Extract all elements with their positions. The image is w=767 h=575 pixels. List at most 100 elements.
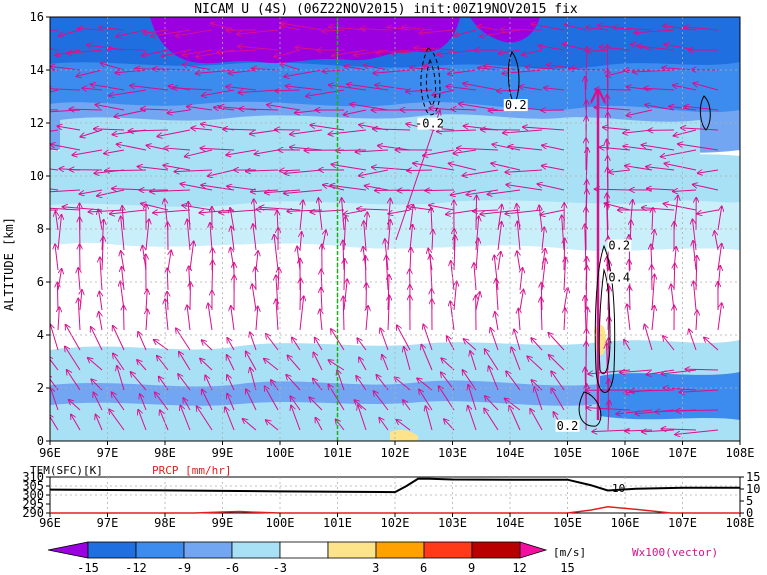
wind-vector: [609, 170, 631, 172]
legend-prcp: PRCP [mm/hr]: [152, 464, 231, 477]
colorbar-segment: [47, 541, 89, 559]
wind-vector: [354, 49, 389, 55]
wind-vector: [359, 169, 389, 176]
wind-vector: [717, 206, 722, 231]
contour-label: -0.2: [415, 117, 444, 131]
wind-vector: [259, 207, 301, 210]
wind-vector: [468, 405, 477, 431]
wind-vector: [227, 355, 235, 371]
wind-vector: [378, 146, 411, 151]
wind-vector: [266, 334, 279, 351]
wind-vector: [184, 149, 213, 157]
wind-vector: [386, 255, 388, 291]
wind-vector: [77, 29, 103, 30]
wind-vector: [50, 29, 59, 31]
wind-vector: [585, 296, 586, 331]
wind-vector: [107, 49, 147, 50]
wind-vector: [113, 326, 125, 351]
wind-vector: [564, 257, 566, 291]
wind-vector: [407, 206, 433, 211]
wind-vector: [586, 265, 587, 311]
wind-vector: [485, 396, 499, 411]
wind-vector: [673, 190, 697, 191]
wind-vector: [78, 298, 80, 331]
wind-vector: [663, 204, 697, 211]
surface-left-tick-label: 310: [22, 470, 44, 484]
wind-vector: [344, 66, 367, 71]
contour-label: 0.4: [608, 270, 630, 284]
wind-vector: [563, 288, 568, 311]
colorbar-tick-label: 9: [468, 561, 475, 575]
surface-x-tick-label: 101E: [323, 516, 352, 530]
wind-vector: [497, 222, 502, 251]
wind-vector: [300, 278, 301, 311]
x-tick-label: 98E: [154, 446, 176, 460]
surface-x-tick-label: 96E: [39, 516, 61, 530]
wind-vector: [116, 29, 147, 37]
wind-vector: [50, 148, 59, 151]
wind-vector: [99, 291, 102, 311]
wind-vector: [265, 420, 279, 431]
wind-vector: [95, 105, 125, 111]
wind-vector: [265, 386, 279, 411]
wind-vector: [102, 236, 103, 271]
surface-x-tick-label: 98E: [154, 516, 176, 530]
wind-vector: [562, 44, 587, 51]
wind-vector: [226, 87, 257, 91]
wind-vector: [281, 23, 323, 31]
wind-vector: [487, 189, 521, 194]
wind-vector: [518, 308, 520, 331]
y-axis-label: ALTITUDE [km]: [2, 217, 16, 311]
wind-vector: [604, 203, 631, 211]
wind-vector: [331, 329, 345, 351]
wind-vector: [661, 429, 697, 430]
wind-vector: [250, 129, 279, 134]
wind-vector: [462, 370, 477, 391]
wind-vector: [379, 418, 389, 431]
wind-vector: [364, 221, 366, 251]
wind-vector: [517, 221, 520, 251]
colorbar-segment: [519, 541, 548, 559]
wind-vector: [388, 295, 389, 331]
wind-vector: [496, 278, 498, 311]
colorbar-tick-label: 3: [372, 561, 379, 575]
wind-vector: [130, 372, 147, 391]
wind-vector: [67, 370, 81, 391]
wind-vector: [284, 189, 323, 193]
wind-vector: [363, 65, 389, 71]
wind-vector: [105, 170, 147, 171]
wind-vector: [704, 337, 719, 351]
surface-x-tick-label: 104E: [496, 516, 525, 530]
wind-vector: [541, 282, 542, 311]
wind-vector: [523, 127, 565, 131]
wind-vector: [246, 389, 257, 411]
wind-vector: [602, 127, 631, 130]
wind-vector: [360, 29, 389, 30]
colorbar-unit: [m/s]: [553, 546, 586, 559]
wind-vector: [93, 392, 103, 411]
wind-vector: [391, 49, 433, 54]
colorbar-segment: [471, 541, 521, 559]
wind-vector: [201, 340, 213, 351]
wind-vector: [274, 49, 301, 57]
wind-vector: [403, 400, 411, 411]
wind-vector: [178, 374, 191, 391]
wind-vector: [646, 369, 675, 375]
wind-vector: [344, 258, 345, 291]
wind-vector: [50, 188, 59, 191]
wind-vector: [505, 209, 543, 214]
wind-vector: [183, 398, 191, 411]
wind-vector: [343, 279, 347, 311]
wind-vector: [492, 144, 521, 151]
wind-vector: [539, 205, 542, 231]
wind-vector: [222, 129, 257, 130]
wind-vector: [679, 390, 719, 392]
wind-vector: [141, 203, 169, 211]
wind-vector: [476, 26, 499, 31]
colorbar-segment: [231, 541, 281, 559]
y-tick-label: 10: [30, 169, 44, 183]
wind-vector: [678, 144, 719, 151]
wind-vector: [138, 332, 147, 351]
x-tick-label: 105E: [553, 446, 582, 460]
